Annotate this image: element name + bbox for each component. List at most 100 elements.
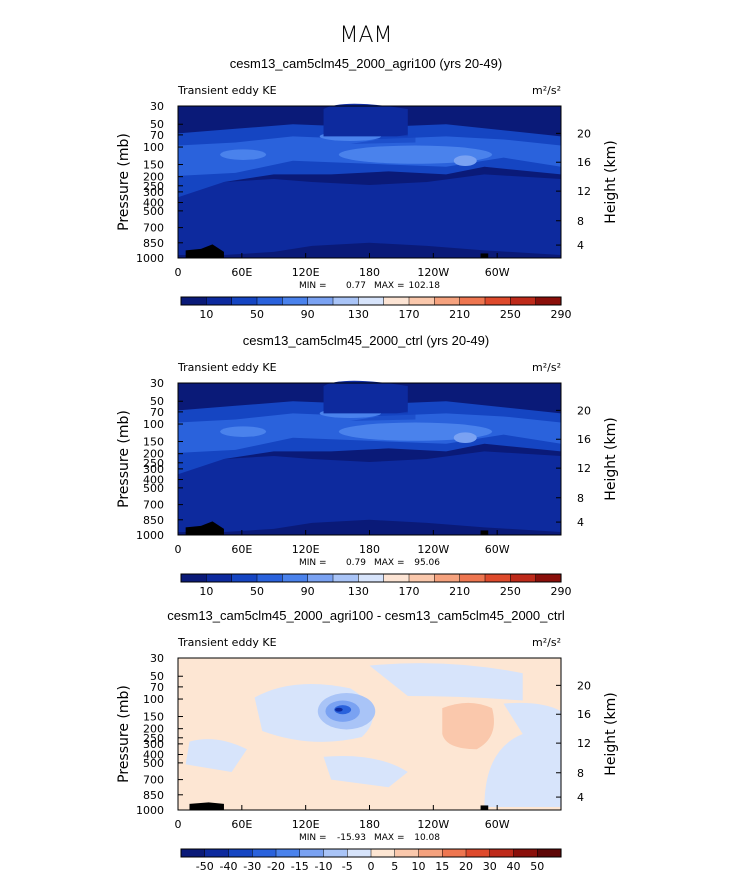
colorbar-frame [180, 296, 562, 306]
level-band [350, 133, 416, 144]
colorbar-label: 210 [449, 585, 470, 598]
y2-tick-label: 12 [577, 185, 591, 198]
chart-panel-3: cesm13_cam5clm45_2000_agri100 - cesm13_c… [116, 608, 619, 872]
level-band [323, 755, 408, 788]
terrain-mask [480, 530, 489, 535]
colorbar-frame [180, 573, 562, 583]
level-band [323, 380, 408, 414]
y2-tick-label: 4 [577, 239, 584, 252]
stat-max-label: MAX = [374, 833, 405, 843]
stat-max-label: MAX = [374, 558, 405, 568]
level-band [338, 422, 493, 441]
colorbar-swatch [383, 573, 410, 583]
colorbar-label: 50 [250, 308, 264, 321]
colorbar-label: -20 [267, 860, 285, 872]
x-tick-label: 0 [175, 818, 182, 831]
y-tick-label: 200 [143, 448, 164, 461]
y2-tick-label: 20 [577, 127, 591, 140]
y-tick-label: 850 [143, 514, 164, 527]
y-tick-label: 150 [143, 436, 164, 449]
colorbar-label: -50 [196, 860, 214, 872]
colorbar-label: 90 [301, 585, 315, 598]
panels-group: cesm13_cam5clm45_2000_agri100 (yrs 20-49… [116, 56, 619, 872]
colorbar-swatch [256, 296, 283, 306]
colorbar-swatch [459, 573, 486, 583]
colorbar-swatch [206, 573, 233, 583]
y-tick-label: 300 [143, 738, 164, 751]
y-tick-label: 150 [143, 159, 164, 172]
x-tick-label: 120W [417, 543, 449, 556]
y-tick-label: 100 [143, 418, 164, 431]
y2-tick-label: 8 [577, 767, 584, 780]
y2-tick-label: 8 [577, 492, 584, 505]
y-tick-label: 500 [143, 205, 164, 218]
colorbar-swatch [408, 573, 435, 583]
colorbar-swatch [252, 848, 277, 858]
colorbar-swatch [256, 573, 283, 583]
colorbar-swatch [307, 573, 334, 583]
colorbar-swatch [535, 573, 562, 583]
colorbar-swatch [206, 296, 233, 306]
level-band [323, 103, 408, 137]
colorbar-label: 10 [412, 860, 426, 872]
colorbar-swatch [307, 296, 334, 306]
terrain-mask [480, 253, 489, 258]
y2-tick-label: 16 [577, 708, 591, 721]
colorbar-swatch [465, 848, 491, 858]
colorbar-swatch [275, 848, 301, 858]
colorbar-label: 290 [551, 308, 572, 321]
colorbar-swatch [535, 296, 562, 306]
y2-tick-label: 16 [577, 433, 591, 446]
colorbar-swatch [231, 296, 258, 306]
panel-variable-label: Transient eddy KE [177, 361, 277, 374]
y-tick-label: 500 [143, 482, 164, 495]
colorbar-swatch [282, 573, 309, 583]
stat-min-value: 0.77 [346, 281, 366, 291]
y-tick-label: 30 [150, 100, 164, 113]
y2-axis-label: Height (km) [603, 692, 619, 775]
y-axis-label: Pressure (mb) [116, 133, 132, 231]
y2-tick-label: 4 [577, 791, 584, 804]
terrain-mask [185, 244, 224, 258]
colorbar-swatch [323, 848, 348, 858]
colorbar-frame [180, 848, 562, 858]
x-tick-label: 60W [485, 266, 510, 279]
colorbar-swatch [204, 848, 230, 858]
x-tick-label: 120E [292, 266, 320, 279]
colorbar-swatch [434, 296, 461, 306]
x-tick-label: 60E [231, 266, 252, 279]
y-tick-label: 50 [150, 118, 164, 131]
y-tick-label: 70 [150, 406, 164, 419]
colorbar-swatch [299, 848, 325, 858]
x-tick-label: 120E [292, 818, 320, 831]
y-tick-label: 1000 [136, 529, 164, 542]
x-tick-label: 120W [417, 818, 449, 831]
panel-variable-label: Transient eddy KE [177, 84, 277, 97]
colorbar-swatch [442, 848, 467, 858]
y2-tick-label: 12 [577, 737, 591, 750]
y-tick-label: 50 [150, 670, 164, 683]
panel-title: cesm13_cam5clm45_2000_ctrl (yrs 20-49) [243, 333, 489, 348]
y-axis-label: Pressure (mb) [116, 410, 132, 508]
colorbar-swatch [358, 573, 385, 583]
colorbar-swatch [282, 296, 309, 306]
colorbar-swatch [408, 296, 435, 306]
level-band [220, 426, 267, 437]
panel-title: cesm13_cam5clm45_2000_agri100 - cesm13_c… [167, 608, 565, 623]
colorbar-swatch [180, 573, 207, 583]
y-tick-label: 200 [143, 171, 164, 184]
y-tick-label: 500 [143, 757, 164, 770]
y-tick-label: 100 [143, 141, 164, 154]
y-tick-label: 50 [150, 395, 164, 408]
colorbar-swatch [489, 848, 515, 858]
y2-tick-label: 4 [577, 516, 584, 529]
colorbar-label: -40 [220, 860, 238, 872]
level-peak [453, 432, 477, 444]
level-band [442, 702, 494, 750]
colorbar-label: 10 [199, 308, 213, 321]
y-tick-label: 300 [143, 463, 164, 476]
colorbar-swatch [484, 296, 511, 306]
y-tick-label: 70 [150, 129, 164, 142]
colorbar-label: 20 [459, 860, 473, 872]
level-band [338, 145, 493, 164]
